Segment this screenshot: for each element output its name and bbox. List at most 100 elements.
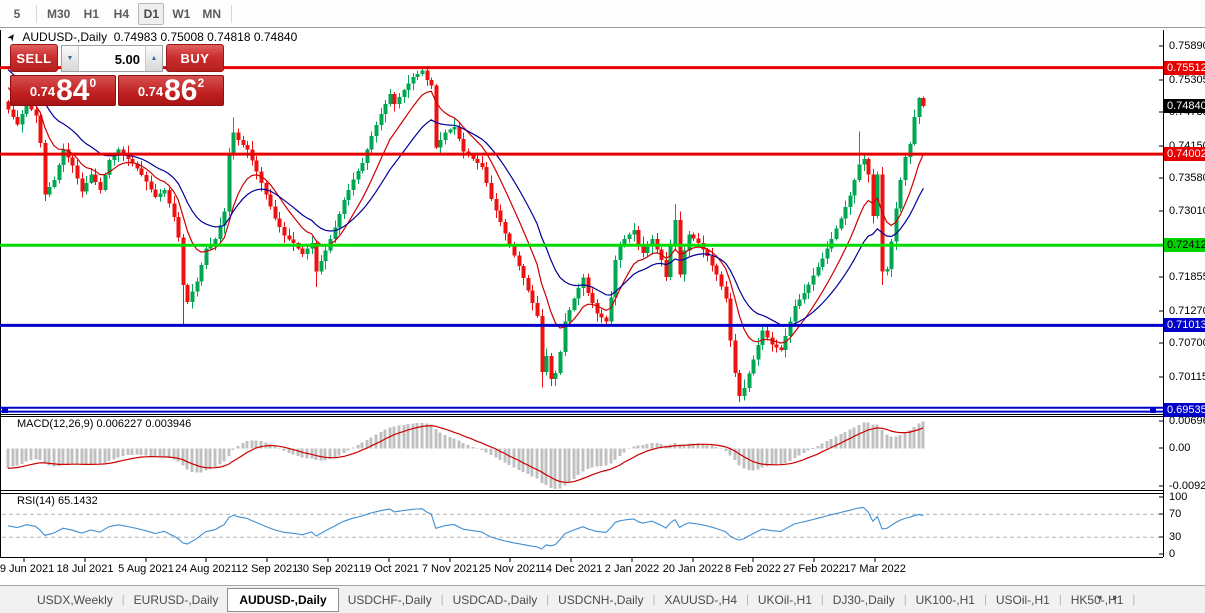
macd-signal-line (7, 424, 924, 483)
timeframe-button-5[interactable]: 5 (13, 6, 21, 21)
chart-tab-audusd-daily[interactable]: AUDUSD-,Daily (227, 587, 339, 612)
tab-separator: | (983, 593, 987, 606)
rsi-line (7, 506, 924, 550)
rsi-label: RSI(14) 65.1432 (17, 495, 98, 507)
timeframe-button-M30[interactable]: M30 (47, 6, 71, 21)
ma-line-10 (7, 87, 924, 344)
price-badge-0.69535: 0.69535 (1164, 403, 1205, 417)
price-badge-0.74840: 0.74840 (1164, 99, 1205, 113)
ma-line-21 (7, 69, 924, 327)
chart-tab-uk100-h1[interactable]: UK100-,H1 (915, 592, 975, 607)
buy-price-big: 86 (164, 74, 198, 107)
tab-separator: | (440, 593, 444, 606)
tab-scroll-right[interactable]: ▸ (1113, 592, 1118, 602)
tab-separator: | (903, 593, 907, 606)
sell-button[interactable]: SELL (10, 44, 58, 72)
price-axis-label: 0.70700 (1169, 337, 1205, 349)
sell-price-pip: 0 (89, 76, 97, 90)
timeframe-button-D1[interactable]: D1 (138, 2, 165, 25)
timeframe-button-H1[interactable]: H1 (83, 6, 100, 21)
date-label: 20 Jan 2022 (662, 563, 724, 575)
buy-price-button[interactable]: 0.74 86 2 (118, 75, 224, 106)
sell-price-button[interactable]: 0.74 84 0 (10, 75, 116, 106)
indicator-axis-label: 100 (1169, 491, 1188, 503)
buy-button[interactable]: BUY (166, 44, 224, 72)
date-label: 24 Aug 2021 (175, 563, 237, 575)
price-axis-label: 0.75305 (1169, 74, 1205, 86)
buy-price-pip: 2 (197, 76, 205, 90)
chart-tab-eurusd-daily[interactable]: EURUSD-,Daily (133, 592, 219, 607)
date-label: 29 Jun 2021 (0, 563, 55, 575)
tab-scroll-left[interactable]: ◂ (1097, 592, 1102, 602)
toolbar-separator (231, 4, 233, 23)
date-label: 30 Sep 2021 (296, 563, 360, 575)
indicator-axis-label: 0.006964 (1169, 415, 1205, 427)
volume-increase-button[interactable]: ▲ (145, 46, 162, 71)
chart-tab-usdx-weekly[interactable]: USDX,Weekly (37, 592, 113, 607)
chart-tab-dj30-daily[interactable]: DJ30-,Daily (832, 592, 895, 607)
chart-tab-ukoil-h1[interactable]: UKOil-,H1 (757, 592, 812, 607)
volume-input[interactable]: 5.00 (114, 52, 140, 67)
chart-title: AUDUSD-,Daily 0.74983 0.75008 0.74818 0.… (22, 30, 298, 44)
price-badge-0.72412: 0.72412 (1164, 238, 1205, 252)
tab-separator: | (546, 593, 550, 606)
chevron-down-icon: ▼ (66, 55, 74, 62)
buy-price-base: 0.74 (137, 84, 164, 99)
price-axis-label: 0.70115 (1169, 371, 1205, 383)
sell-price-base: 0.74 (29, 84, 56, 99)
volume-decrease-button[interactable]: ▼ (62, 46, 79, 71)
chart-tab-usdchf-daily[interactable]: USDCHF-,Daily (347, 592, 432, 607)
date-label: 17 Mar 2022 (844, 563, 906, 575)
trade-buttons-row: SELL ▼ 5.00 ▲ BUY (10, 44, 224, 72)
volume-spinner: ▼ 5.00 ▲ (61, 45, 163, 72)
macd-label: MACD(12,26,9) 0.006227 0.003946 (17, 418, 192, 430)
axis-ticks (23, 45, 1163, 562)
chevron-up-icon: ▲ (150, 55, 158, 62)
chart-tab-hk50-h1[interactable]: HK50-,H1 (1070, 592, 1124, 607)
date-label: 12 Sep 2021 (235, 563, 299, 575)
line-anchor[interactable] (2, 406, 8, 413)
tab-separator: | (820, 593, 824, 606)
chart-title-row: ➤ AUDUSD-,Daily 0.74983 0.75008 0.74818 … (5, 29, 298, 45)
date-label: 25 Nov 2021 (478, 563, 542, 575)
price-badge-0.74002: 0.74002 (1164, 147, 1205, 161)
symbol-tab-bar: USDX,Weekly | EURUSD-,Daily AUDUSD-,Daily US… (0, 585, 1205, 613)
indicator-axis-label: 0.00 (1169, 442, 1191, 454)
date-label: 27 Feb 2022 (783, 563, 845, 575)
timeframe-button-MN[interactable]: MN (202, 6, 222, 21)
date-label: 2 Jan 2022 (604, 563, 660, 575)
price-axis-label: 0.71270 (1169, 305, 1205, 317)
date-label: 19 Oct 2021 (359, 563, 419, 575)
chart-tab-usdcnh-daily[interactable]: USDCNH-,Daily (558, 592, 644, 607)
pointer-icon: ➤ (5, 30, 20, 44)
indicator-axis-label: 30 (1169, 531, 1182, 543)
date-label: 8 Feb 2022 (725, 563, 781, 575)
indicator-axis-label: 70 (1169, 508, 1182, 520)
price-axis-label: 0.73010 (1169, 205, 1205, 217)
trade-prices-row: 0.74 84 0 0.74 86 2 (10, 75, 224, 106)
tab-separator: | (1132, 593, 1136, 606)
date-label: 7 Nov 2021 (421, 563, 479, 575)
price-badge-0.75512: 0.75512 (1164, 61, 1205, 75)
toolbar-separator (36, 4, 37, 23)
tab-separator: | (746, 593, 749, 606)
price-axis-label: 0.73580 (1169, 172, 1205, 184)
price-badge-0.71013: 0.71013 (1164, 318, 1205, 332)
price-axis-label: 0.71855 (1169, 271, 1205, 283)
timeframe-button-W1[interactable]: W1 (172, 6, 191, 21)
indicator-axis-label: -0.00923 (1169, 480, 1205, 492)
tab-separator: | (1058, 593, 1062, 606)
chart-tab-xauusd-h4[interactable]: XAUUSD-,H4 (664, 592, 737, 607)
price-axis-label: 0.75890 (1169, 40, 1205, 52)
chart-tab-usdcad-daily[interactable]: USDCAD-,Daily (452, 592, 538, 607)
pane-borders (0, 30, 1164, 558)
chart-tab-usoil-h1[interactable]: USOil-,H1 (995, 592, 1050, 607)
date-label: 5 Aug 2021 (118, 563, 174, 575)
one-click-trading-panel: SELL ▼ 5.00 ▲ BUY 0.74 84 0 0.74 86 2 (10, 44, 224, 106)
timeframe-button-H4[interactable]: H4 (113, 6, 130, 21)
candlesticks (6, 66, 926, 403)
chart-canvas[interactable] (0, 28, 1205, 585)
date-label: 14 Dec 2021 (539, 563, 603, 575)
line-anchor[interactable] (1150, 406, 1156, 413)
